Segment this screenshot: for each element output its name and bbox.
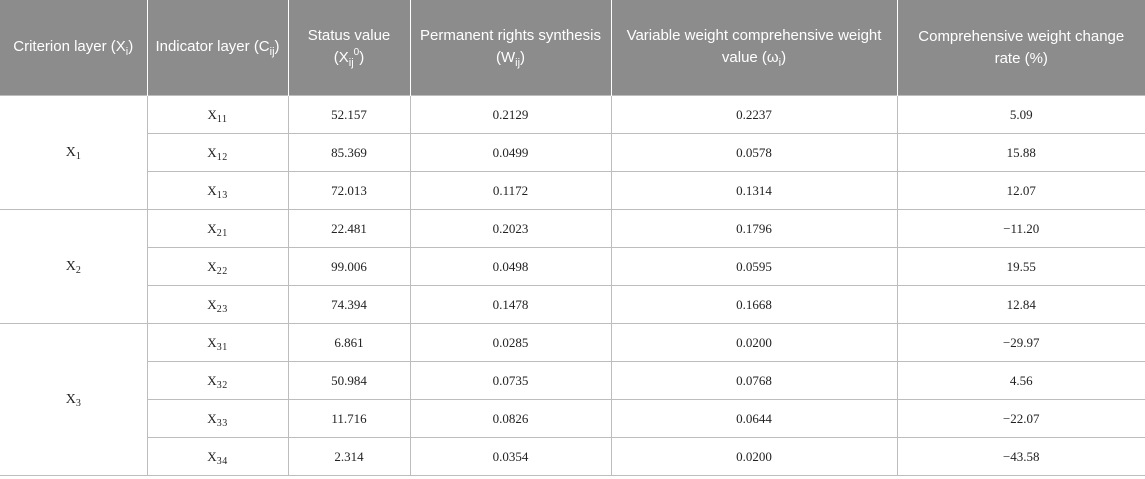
change-rate-cell: −11.20 <box>896 209 1145 248</box>
change-rate-cell: 5.09 <box>896 95 1145 134</box>
permanent-rights-cell: 0.0826 <box>409 399 612 438</box>
change-rate-cell: 12.07 <box>896 171 1145 210</box>
change-rate-cell: −43.58 <box>896 437 1145 476</box>
header-indicator-layer: Indicator layer (Cij) <box>147 0 289 96</box>
permanent-rights-cell: 0.0735 <box>409 361 612 400</box>
indicator-cell: X33 <box>147 399 289 438</box>
status-value-cell: 22.481 <box>287 209 411 248</box>
permanent-rights-cell: 0.1172 <box>409 171 612 210</box>
variable-weight-cell: 0.0595 <box>610 247 898 286</box>
permanent-rights-cell: 0.0499 <box>409 133 612 172</box>
header-variable-weight: Variable weight comprehensive weight val… <box>611 0 898 96</box>
variable-weight-cell: 0.1314 <box>610 171 898 210</box>
permanent-rights-cell: 0.2129 <box>409 95 612 134</box>
permanent-rights-cell: 0.0285 <box>409 323 612 362</box>
table-row: X32 50.984 0.0735 0.0768 4.56 <box>0 361 1145 400</box>
header-criterion-layer: Criterion layer (Xi) <box>0 0 148 96</box>
table-row: X12 85.369 0.0499 0.0578 15.88 <box>0 133 1145 172</box>
indicator-cell: X23 <box>147 285 289 324</box>
variable-weight-cell: 0.0578 <box>610 133 898 172</box>
table-row: X2 X21 22.481 0.2023 0.1796 −11.20 <box>0 209 1145 324</box>
variable-weight-cell: 0.1668 <box>610 285 898 324</box>
indicator-cell: X13 <box>147 171 289 210</box>
variable-weight-cell: 0.1796 <box>610 209 898 248</box>
status-value-cell: 85.369 <box>287 133 411 172</box>
table-row: X22 99.006 0.0498 0.0595 19.55 <box>0 247 1145 286</box>
header-permanent-rights-synthesis: Permanent rights synthesis (Wij) <box>410 0 612 96</box>
status-value-cell: 6.861 <box>287 323 411 362</box>
criterion-cell: X2 <box>0 209 148 324</box>
change-rate-cell: 4.56 <box>896 361 1145 400</box>
change-rate-cell: 12.84 <box>896 285 1145 324</box>
change-rate-cell: 15.88 <box>896 133 1145 172</box>
change-rate-cell: −22.07 <box>896 399 1145 438</box>
permanent-rights-cell: 0.2023 <box>409 209 612 248</box>
criterion-cell: X3 <box>0 323 148 476</box>
criterion-cell: X1 <box>0 95 148 210</box>
table-row: X3 X31 6.861 0.0285 0.0200 −29.97 <box>0 323 1145 476</box>
table-row: X33 11.716 0.0826 0.0644 −22.07 <box>0 399 1145 438</box>
indicator-cell: X12 <box>147 133 289 172</box>
status-value-cell: 72.013 <box>287 171 411 210</box>
header-row: Criterion layer (Xi) Indicator layer (Ci… <box>0 0 1145 96</box>
indicator-cell: X34 <box>147 437 289 476</box>
table-row: X1 X11 52.157 0.2129 0.2237 5.09 <box>0 95 1145 210</box>
status-value-cell: 99.006 <box>287 247 411 286</box>
status-value-cell: 74.394 <box>287 285 411 324</box>
indicator-cell: X22 <box>147 247 289 286</box>
status-value-cell: 50.984 <box>287 361 411 400</box>
permanent-rights-cell: 0.0498 <box>409 247 612 286</box>
status-value-cell: 2.314 <box>287 437 411 476</box>
indicator-cell: X21 <box>146 209 289 248</box>
indicator-cell: X11 <box>146 95 289 134</box>
permanent-rights-cell: 0.1478 <box>409 285 612 324</box>
table-row: X23 74.394 0.1478 0.1668 12.84 <box>0 285 1145 324</box>
permanent-rights-cell: 0.0354 <box>409 437 612 476</box>
status-value-cell: 52.157 <box>287 95 411 134</box>
variable-weight-cell: 0.0200 <box>610 323 898 362</box>
variable-weight-cell: 0.0644 <box>610 399 898 438</box>
variable-weight-cell: 0.2237 <box>610 95 898 134</box>
indicator-cell: X31 <box>146 323 289 362</box>
table-row: X13 72.013 0.1172 0.1314 12.07 <box>0 171 1145 210</box>
header-status-value: Status value (Xij0) <box>288 0 411 96</box>
indicator-cell: X32 <box>147 361 289 400</box>
change-rate-cell: −29.97 <box>896 323 1145 362</box>
header-change-rate: Comprehensive weight change rate (%) <box>897 0 1145 96</box>
variable-weight-cell: 0.0768 <box>610 361 898 400</box>
table-row: X34 2.314 0.0354 0.0200 −43.58 <box>0 437 1145 476</box>
variable-weight-cell: 0.0200 <box>610 437 898 476</box>
change-rate-cell: 19.55 <box>896 247 1145 286</box>
status-value-cell: 11.716 <box>287 399 411 438</box>
